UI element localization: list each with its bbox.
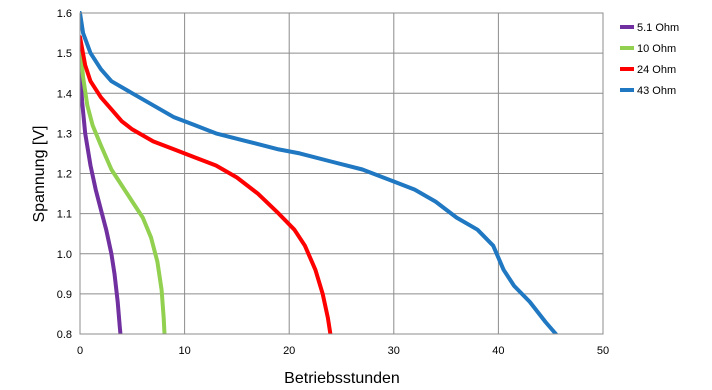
y-tick-label: 1.6	[57, 8, 72, 20]
series-line-10-ohm	[80, 43, 167, 334]
series-lines	[80, 11, 558, 334]
series-line-24-ohm	[80, 35, 333, 334]
legend-label-5-1-ohm: 5.1 Ohm	[637, 22, 679, 34]
y-tick-label: 1.3	[57, 128, 72, 140]
x-tick-label: 0	[77, 345, 83, 357]
x-tick-label: 10	[178, 345, 190, 357]
y-tick-label: 1.1	[57, 209, 72, 221]
y-tick-label: 1.0	[57, 249, 72, 261]
y-tick-label: 1.4	[57, 88, 72, 100]
y-tick-label: 0.8	[57, 329, 72, 341]
series-line-43-ohm	[80, 11, 558, 334]
x-tick-label: 40	[492, 345, 504, 357]
y-tick-label: 1.5	[57, 48, 72, 60]
y-axis-title: Spannung [V]	[31, 126, 48, 223]
grid	[79, 12, 604, 335]
legend: 5.1 Ohm 10 Ohm 24 Ohm 43 Ohm	[620, 22, 679, 97]
y-tick-label: 0.9	[57, 289, 72, 301]
x-tick-label: 20	[283, 345, 295, 357]
axes: 0.8 0.9 1.0 1.1 1.2 1.3 1.4 1.5 1.6 0 10 20 30 40 50	[57, 8, 609, 357]
legend-label-43-ohm: 43 Ohm	[637, 85, 676, 97]
x-axis-title: Betriebsstunden	[284, 370, 400, 387]
legend-label-10-ohm: 10 Ohm	[637, 43, 676, 55]
x-tick-label: 30	[388, 345, 400, 357]
series-line-5-1-ohm	[80, 63, 123, 334]
legend-label-24-ohm: 24 Ohm	[637, 64, 676, 76]
plot-area-border	[79, 12, 604, 335]
x-tick-label: 50	[597, 345, 609, 357]
y-tick-label: 1.2	[57, 169, 72, 181]
